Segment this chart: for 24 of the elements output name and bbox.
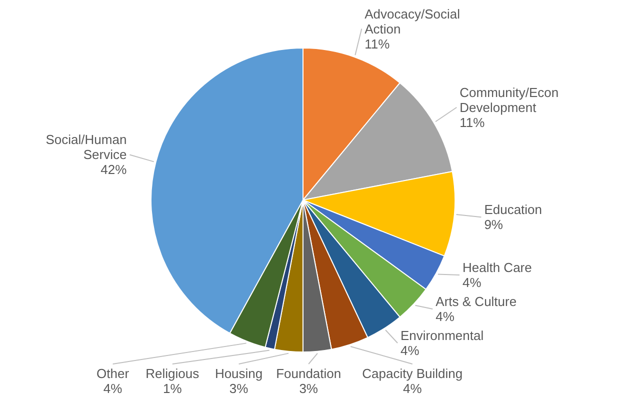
slice-label: Advocacy/Social Action [364,6,460,36]
data-label: 3% [229,381,249,396]
slice-label: Capacity Building [362,366,463,381]
data-label: 3% [299,381,318,396]
slice-label: Health Care [462,260,532,275]
slice-label: Environmental [400,328,484,343]
data-label: 9% [484,217,504,232]
slice-label: Arts & Culture [436,294,517,309]
data-label: 42% [100,162,128,178]
data-label: 1% [163,381,182,396]
data-label: 11% [364,36,390,52]
data-label: 4% [103,381,123,396]
slice-label: Education [484,202,542,218]
data-label: 4% [462,275,482,290]
data-label: 4% [403,381,422,396]
data-label: 4% [436,309,455,324]
slice-label: Foundation [276,366,342,381]
slice-label: Religious [146,366,200,381]
data-label: 11% [460,114,486,130]
slice-label: Housing [214,366,263,381]
slice-label: Social/Human Service [46,132,127,162]
data-label: 4% [400,343,420,358]
slice-label: Community/Econ Development [460,84,559,115]
slice-label: Other [96,366,130,381]
